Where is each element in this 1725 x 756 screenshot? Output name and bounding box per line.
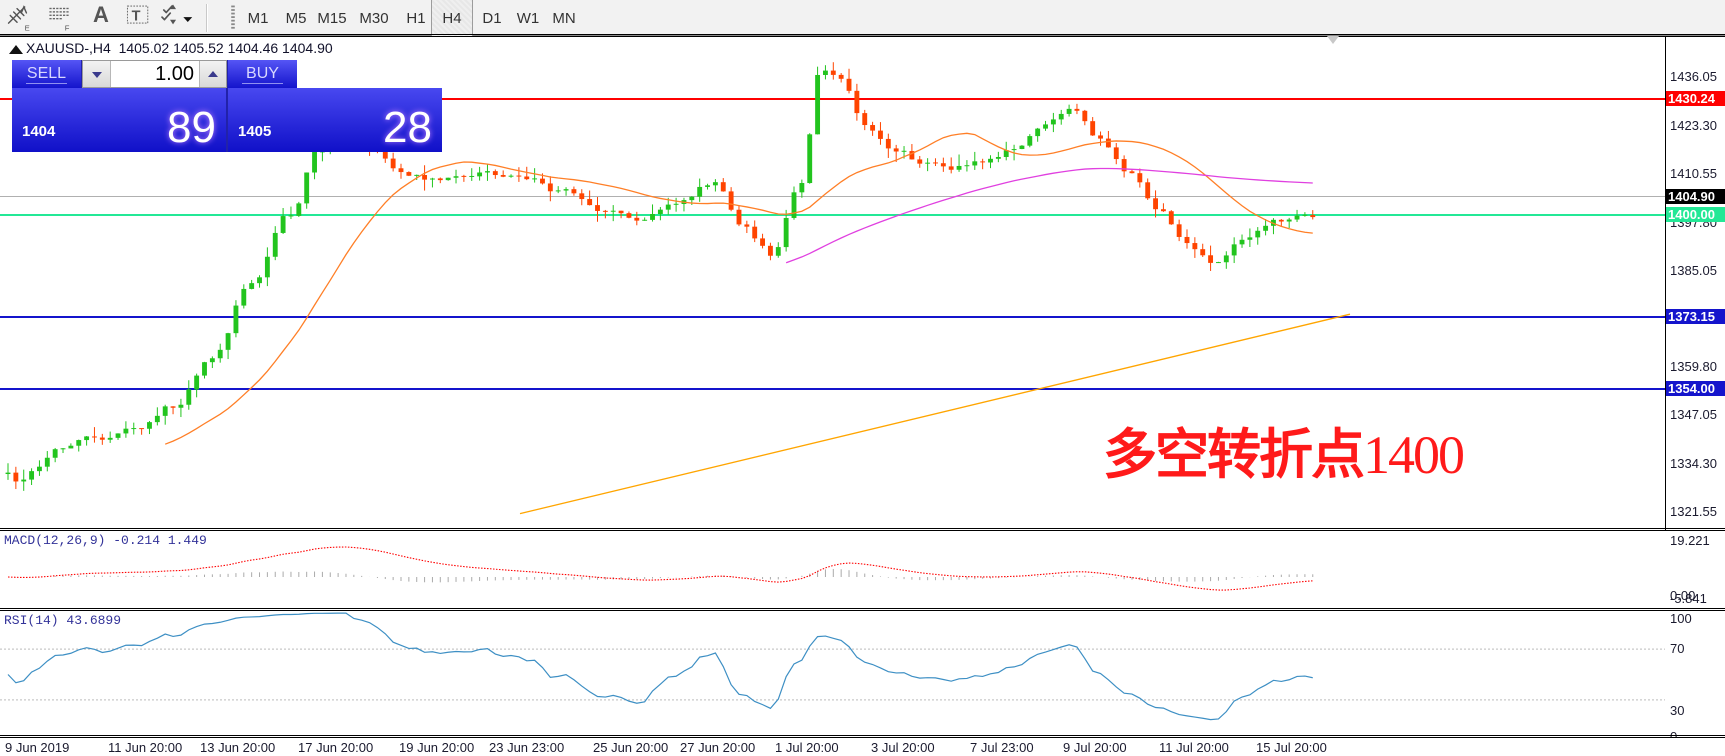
svg-text:T: T xyxy=(132,9,141,25)
svg-text:F: F xyxy=(65,24,70,33)
svg-text:E: E xyxy=(25,24,30,33)
